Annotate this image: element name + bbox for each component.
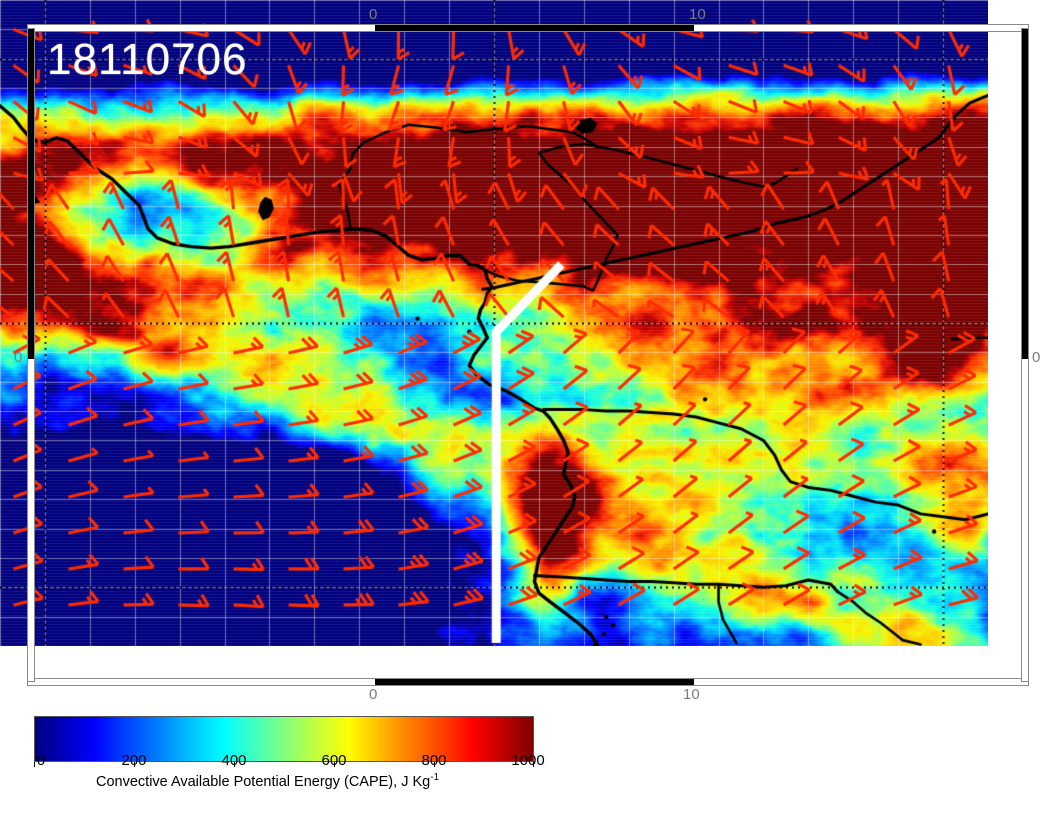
date-stamp-overlay: 18110706: [47, 35, 248, 84]
axis-scale-left: [27, 28, 35, 682]
axis-scale-right: [1021, 28, 1029, 682]
axis-scale-bottom: [27, 678, 1029, 686]
colorbar-tick: [134, 762, 135, 767]
axis-segment: [375, 25, 694, 31]
colorbar-label-400: 400: [221, 752, 247, 769]
colorbar-tick: [533, 762, 534, 767]
colorbar-label-0: 0: [36, 752, 46, 769]
colorbar-caption-exponent: -1: [430, 772, 440, 783]
colorbar-caption: Convective Available Potential Energy (C…: [0, 772, 1056, 790]
colorbar-gradient: [34, 716, 534, 762]
colorbar-tick: [234, 762, 235, 767]
y-tick-label-left-0: 0: [14, 349, 23, 366]
colorbar-caption-text: Convective Available Potential Energy (C…: [96, 773, 431, 790]
x-tick-label-top-0: 0: [369, 6, 378, 23]
axis-segment: [375, 679, 694, 685]
x-tick-label-top-10: 10: [689, 6, 706, 23]
x-tick-label-bottom-0: 0: [369, 686, 378, 703]
colorbar-tick: [334, 762, 335, 767]
y-tick-label-right-0: 0: [1032, 349, 1041, 366]
colorbar: [34, 716, 534, 767]
colorbar-label-200: 200: [121, 752, 147, 769]
colorbar-label-600: 600: [321, 752, 347, 769]
colorbar-tick: [34, 762, 35, 767]
axis-scale-top: [27, 24, 1029, 32]
colorbar-label-1000: 1000: [511, 752, 545, 769]
x-tick-label-bottom-10: 10: [683, 686, 700, 703]
cape-map-canvas: [0, 0, 988, 646]
colorbar-tick: [434, 762, 435, 767]
colorbar-label-800: 800: [421, 752, 447, 769]
axis-segment: [28, 29, 34, 359]
axis-segment: [1022, 29, 1028, 359]
